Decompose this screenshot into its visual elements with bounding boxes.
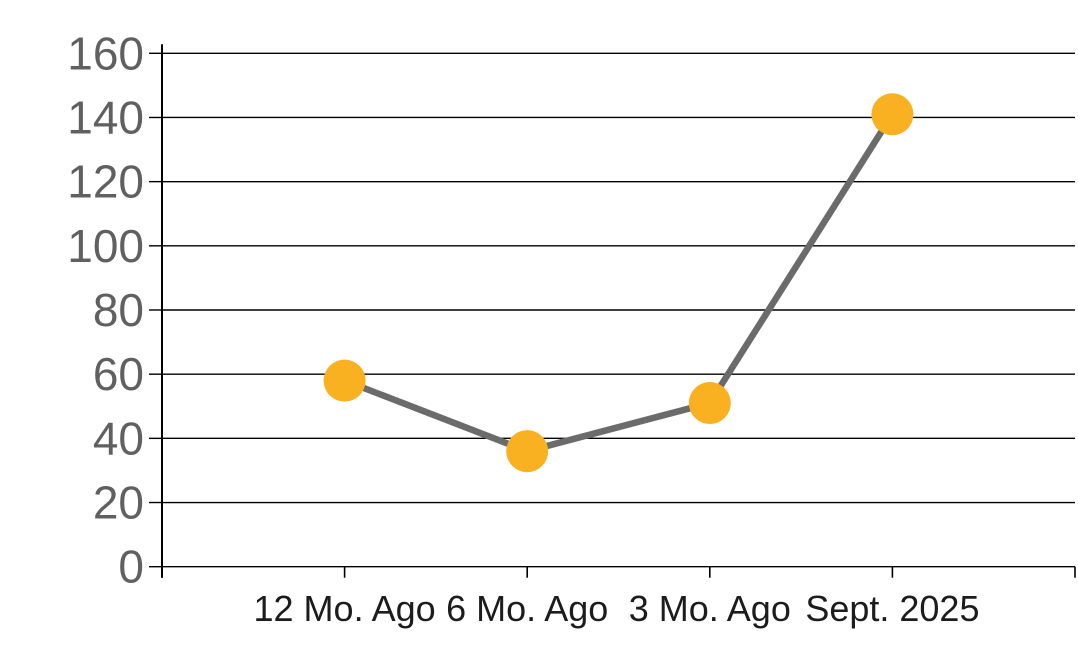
data-point-marker <box>323 359 366 402</box>
y-tick-label: 80 <box>93 284 144 336</box>
y-tick-label: 60 <box>93 348 144 400</box>
y-tick-label: 40 <box>93 412 144 464</box>
x-tick-label: 12 Mo. Ago <box>254 588 436 629</box>
data-point-marker <box>506 430 549 473</box>
x-tick-label: Sept. 2025 <box>805 588 979 629</box>
x-tick-label: 6 Mo. Ago <box>446 588 608 629</box>
y-tick-label: 0 <box>118 541 144 593</box>
data-point-marker <box>871 93 914 136</box>
y-tick-label: 160 <box>67 27 144 79</box>
y-tick-label: 120 <box>67 156 144 208</box>
y-tick-label: 140 <box>67 91 144 143</box>
y-tick-label: 20 <box>93 477 144 529</box>
data-point-marker <box>688 382 731 425</box>
series-line <box>341 111 896 455</box>
y-tick-label: 100 <box>67 220 144 272</box>
x-tick-label: 3 Mo. Ago <box>629 588 791 629</box>
